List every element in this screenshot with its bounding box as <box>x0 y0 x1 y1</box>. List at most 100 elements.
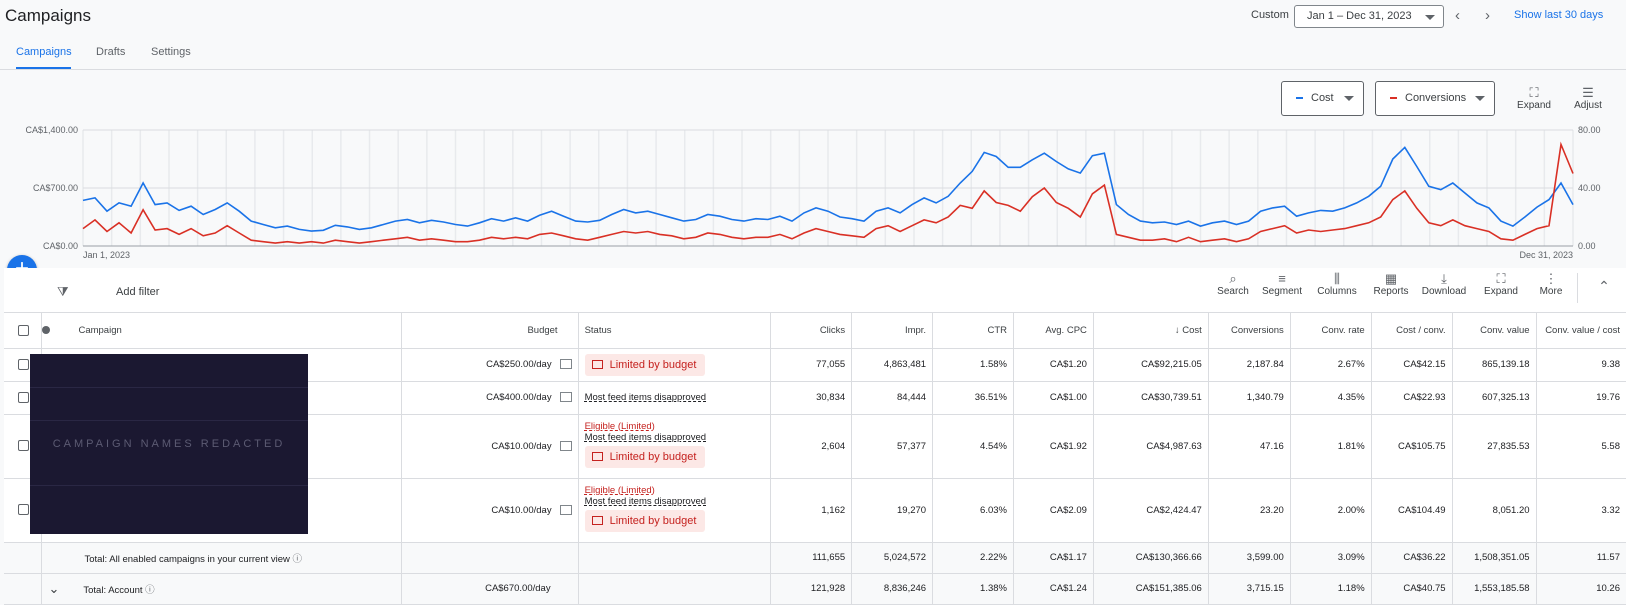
limited-by-budget-badge[interactable]: Limited by budget <box>584 353 706 376</box>
y-left-tick-label: CA$700.00 <box>33 183 78 193</box>
chevron-right-icon[interactable]: › <box>1485 7 1490 24</box>
toolbar-expand-button[interactable]: ⛶ Expand <box>1477 267 1525 297</box>
dropdown-caret-icon <box>1475 96 1485 101</box>
avg-cpc-cell: CA$1.20 <box>1013 348 1094 382</box>
custom-label: Custom <box>1251 9 1289 21</box>
row-checkbox[interactable] <box>18 391 29 403</box>
toolbar-more-button[interactable]: ⋮ More <box>1527 267 1575 297</box>
chevron-down-icon[interactable]: ⌄ <box>48 580 60 596</box>
budget-chart-icon[interactable] <box>559 440 572 451</box>
toolbar-search-button[interactable]: ⌕ Search <box>1209 267 1257 297</box>
toolbar-download-button[interactable]: ⤓ Download <box>1420 267 1468 297</box>
metric2-selector[interactable]: Conversions <box>1375 81 1495 116</box>
date-range-picker[interactable]: Jan 1 – Dec 31, 2023 <box>1294 5 1444 28</box>
x-end-label: Dec 31, 2023 <box>1519 250 1573 260</box>
col-status[interactable]: Status <box>584 324 612 336</box>
total-enabled-conv-rate: 3.09% <box>1290 542 1372 574</box>
total-enabled-conv-value: 1,508,351.05 <box>1452 542 1537 574</box>
total-account-conv-rate: 1.18% <box>1290 573 1372 605</box>
chart-adjust-button[interactable]: ☰ Adjust <box>1570 85 1606 111</box>
col-conversions[interactable]: Conversions <box>1208 313 1291 349</box>
conv-value-cell: 607,325.13 <box>1452 381 1537 415</box>
budget-chart-icon[interactable] <box>559 392 572 403</box>
toolbar-segment-button[interactable]: ≡ Segment <box>1258 267 1306 297</box>
tab-campaigns[interactable]: Campaigns <box>16 46 72 58</box>
toolbar-divider <box>1577 273 1578 303</box>
conversions-cell: 47.16 <box>1208 414 1291 479</box>
chart-expand-button[interactable]: ⛶ Expand <box>1517 85 1551 111</box>
feed-disapproved-status[interactable]: Most feed items disapproved <box>584 496 707 507</box>
total-enabled-cost: CA$130,366.66 <box>1093 542 1209 574</box>
limited-by-budget-badge[interactable]: Limited by budget <box>584 510 706 532</box>
col-campaign[interactable]: Campaign <box>78 324 122 336</box>
tab-settings[interactable]: Settings <box>151 46 191 58</box>
total-account-clicks: 121,928 <box>770 573 853 605</box>
chart-icon <box>591 516 603 525</box>
col-avg-cpc[interactable]: Avg. CPC <box>1013 313 1094 349</box>
eligible-limited-status[interactable]: Eligible (Limited) <box>584 421 655 432</box>
cost-conv-cell: CA$105.75 <box>1371 414 1453 479</box>
toolbar-reports-button[interactable]: ▦ Reports <box>1367 267 1415 297</box>
conv-value-cell: 8,051.20 <box>1452 478 1537 543</box>
expand-icon: ⛶ <box>1496 271 1506 286</box>
col-cost[interactable]: ↓ Cost <box>1093 313 1209 349</box>
help-icon[interactable]: ⓘ <box>292 553 303 565</box>
conversions-cell: 2,187.84 <box>1208 348 1291 382</box>
row-checkbox[interactable] <box>18 440 29 452</box>
filter-icon[interactable]: ⧩ <box>57 284 69 299</box>
toolbar-label: Columns <box>1317 286 1357 297</box>
y-right-tick-label: 80.00 <box>1578 125 1601 135</box>
total-enabled-conv-value-cost: 11.57 <box>1536 542 1626 574</box>
add-filter-button[interactable]: Add filter <box>116 286 160 298</box>
total-enabled-row: Total: All enabled campaigns in your cur… <box>4 542 1626 574</box>
budget-chart-icon[interactable] <box>559 504 572 515</box>
help-icon[interactable]: ⓘ <box>145 584 155 596</box>
adjust-icon: ☰ <box>1582 85 1594 100</box>
conv-rate-cell: 1.81% <box>1290 414 1372 479</box>
total-account-avg-cpc: CA$1.24 <box>1013 573 1094 605</box>
row-checkbox[interactable] <box>18 504 29 516</box>
select-all-checkbox[interactable] <box>18 324 29 336</box>
collapse-icon[interactable]: ⌃ <box>1598 278 1610 294</box>
tab-drafts[interactable]: Drafts <box>96 46 126 58</box>
toolbar-columns-button[interactable]: ⫼ Columns <box>1313 267 1361 297</box>
cost-cell: CA$92,215.05 <box>1093 348 1209 382</box>
clicks-cell: 1,162 <box>770 478 853 543</box>
col-budget[interactable]: Budget <box>527 324 558 336</box>
metric1-selector[interactable]: Cost <box>1281 81 1364 116</box>
col-ctr[interactable]: CTR <box>932 313 1014 349</box>
y-left-tick-label: CA$0.00 <box>43 241 78 251</box>
col-impr[interactable]: Impr. <box>851 313 934 349</box>
conv-value-cost-cell: 3.32 <box>1536 478 1626 543</box>
show-last-30-days-link[interactable]: Show last 30 days <box>1514 9 1604 21</box>
cost-conv-cell: CA$42.15 <box>1371 348 1453 382</box>
total-enabled-impr: 5,024,572 <box>851 542 934 574</box>
total-enabled-clicks: 111,655 <box>770 542 853 574</box>
col-conv-rate[interactable]: Conv. rate <box>1290 313 1372 349</box>
impr-cell: 57,377 <box>851 414 934 479</box>
col-conv-value[interactable]: Conv. value <box>1452 313 1537 349</box>
redaction-overlay: CAMPAIGN NAMES REDACTED <box>30 354 308 534</box>
toolbar-label: More <box>1539 286 1563 297</box>
feed-disapproved-status[interactable]: Most feed items disapproved <box>584 432 707 443</box>
chevron-left-icon[interactable]: ‹ <box>1455 7 1460 24</box>
conv-rate-cell: 4.35% <box>1290 381 1372 415</box>
filter-bar: ⧩ Add filter ⌕ Search ≡ Segment ⫼ Columns ▦ Rep… <box>4 268 1626 313</box>
budget-value: CA$10.00/day <box>491 504 552 516</box>
col-conv-value-cost[interactable]: Conv. value / cost <box>1536 313 1626 349</box>
limited-by-budget-badge[interactable]: Limited by budget <box>584 446 706 468</box>
eligible-limited-status[interactable]: Eligible (Limited) <box>584 485 655 496</box>
y-right-tick-label: 40.00 <box>1578 183 1601 193</box>
more-icon: ⋮ <box>1544 271 1558 286</box>
budget-chart-icon[interactable] <box>559 359 572 370</box>
y-left-tick-label: CA$1,400.00 <box>25 125 78 135</box>
feed-disapproved-status[interactable]: Most feed items disapproved <box>584 392 707 403</box>
col-clicks[interactable]: Clicks <box>770 313 853 349</box>
chart-expand-label: Expand <box>1517 100 1551 111</box>
row-checkbox[interactable] <box>18 358 29 370</box>
chart-adjust-label: Adjust <box>1574 100 1602 111</box>
col-cost-conv[interactable]: Cost / conv. <box>1371 313 1453 349</box>
limited-label: Limited by budget <box>609 451 697 463</box>
status-dot-icon[interactable] <box>42 326 51 335</box>
conversions-series-line <box>82 141 1574 244</box>
